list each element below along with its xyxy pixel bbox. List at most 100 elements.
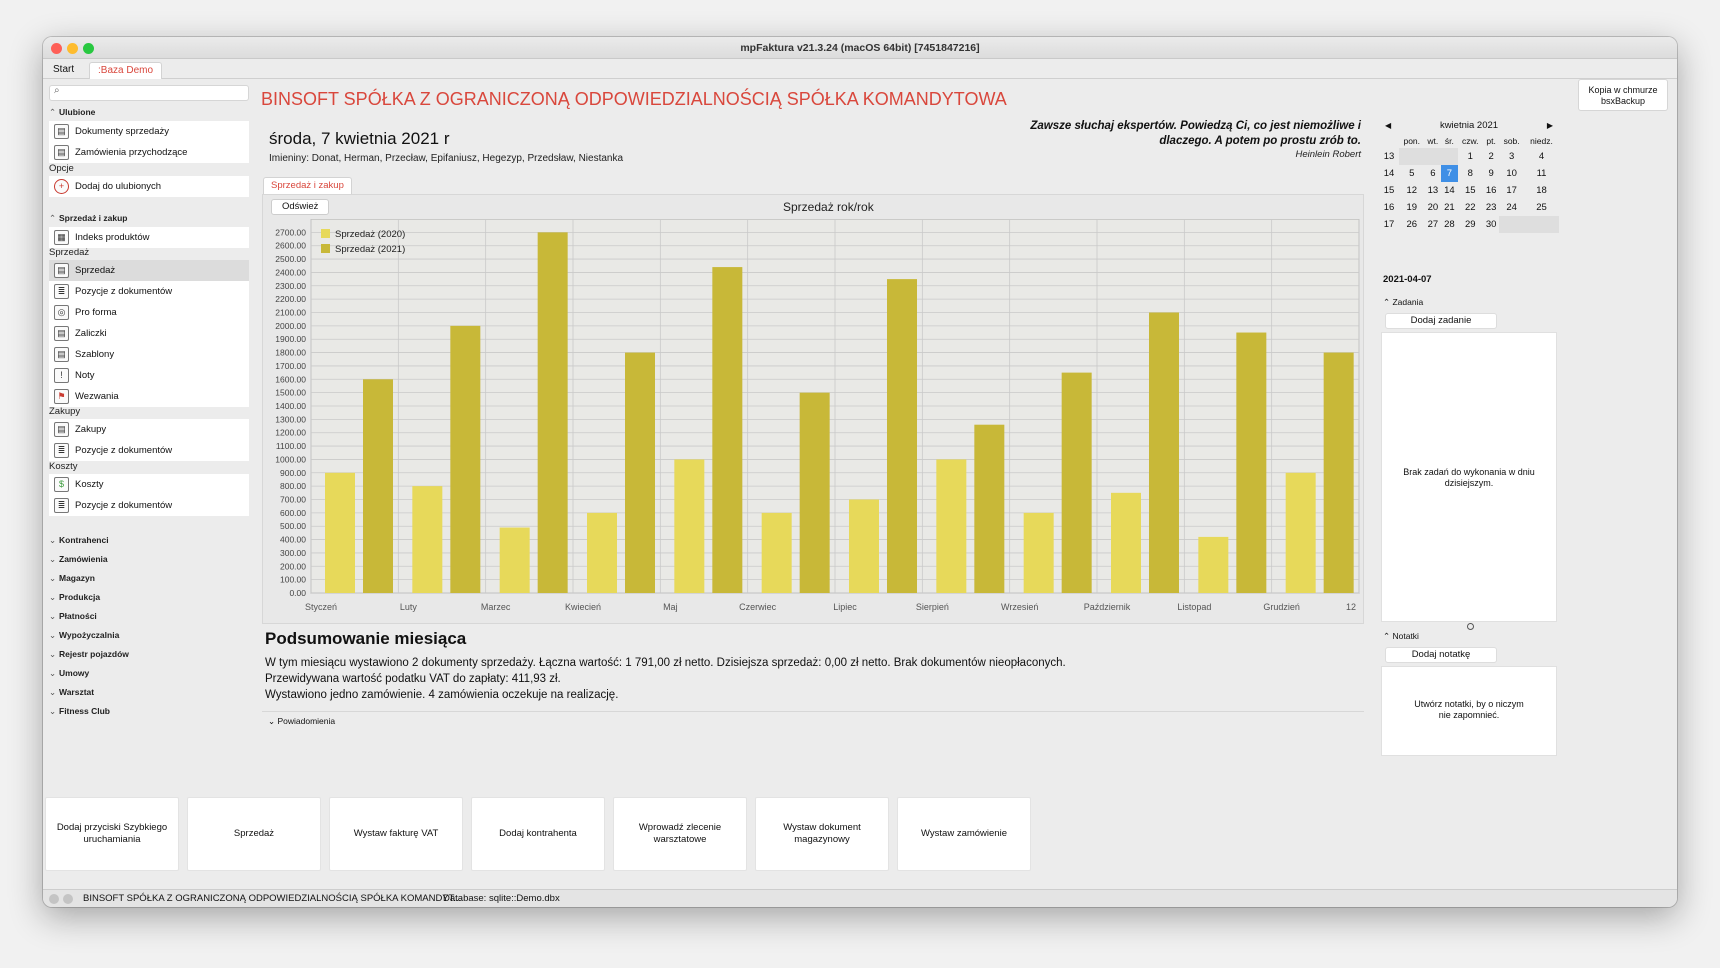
section-produkcja[interactable]: ⌄ Produkcja [49,592,101,602]
bar-2020 [325,472,355,593]
zoom-window-button[interactable] [83,43,94,54]
calendar-year[interactable]: 2021 [1476,120,1499,131]
calendar-day[interactable]: 26 [1406,219,1418,230]
bar-2021 [1149,312,1179,593]
sidebar-item-pozycje-koszty[interactable]: ≣ Pozycje z dokumentów [49,495,249,516]
calendar-month[interactable]: kwietnia [1439,120,1475,131]
section-zamowienia[interactable]: ⌄ Zamówienia [49,554,108,564]
sidebar-item-zakupy[interactable]: ▤ Zakupy [49,419,249,440]
summons-icon: ⚑ [54,389,69,404]
quick-add-buttons[interactable]: Dodaj przyciski Szybkiego uruchamiania [45,797,179,871]
sidebar-item-pozycje-zakupy[interactable]: ≣ Pozycje z dokumentów [49,440,249,461]
quote-author: Heinlein Robert [1295,149,1361,160]
y-tick-label: 200.00 [280,561,306,571]
calendar-day[interactable]: 21 [1444,202,1455,213]
quick-sprzedaz[interactable]: Sprzedaż [187,797,321,871]
y-tick-label: 1700.00 [275,361,306,371]
calendar-day[interactable]: 11 [1536,168,1547,179]
search-input[interactable]: ⌕ [49,85,249,101]
quick-wystaw-zamowienie[interactable]: Wystaw zamówienie [897,797,1031,871]
calendar-day[interactable]: 15 [1464,185,1476,196]
sidebar-item-noty[interactable]: ! Noty [49,365,249,386]
sidebar-item-wezwania[interactable]: ⚑ Wezwania [49,386,249,407]
add-favorite-button[interactable]: + Dodaj do ulubionych [49,176,249,197]
section-magazyn[interactable]: ⌄ Magazyn [49,573,95,583]
section-warsztat[interactable]: ⌄ Warsztat [49,687,95,697]
sidebar-item-szablony[interactable]: ▤ Szablony [49,344,249,365]
next-month-button[interactable]: ▶ [1546,121,1553,130]
calendar-day[interactable]: 24 [1506,202,1517,213]
cloud-backup-button[interactable]: Kopia w chmurze bsxBackup [1578,79,1668,111]
splitter-handle[interactable] [1467,623,1474,630]
weekday-label: śr. [1444,136,1454,146]
calendar-day[interactable]: 30 [1485,219,1497,230]
calendar-day[interactable]: 19 [1406,202,1418,213]
section-umowy[interactable]: ⌄ Umowy [49,668,90,678]
chevron-icon: ⌄ [49,611,57,621]
calendar-grid: pon. wt. śr. czw. pt. sob. niedz. 13 1 2 3 4 14 5 6 7 8 9… [1379,134,1559,233]
bar-2020 [849,499,879,593]
tasks-section[interactable]: ⌃ Zadania [1383,297,1424,307]
section-wypozyczalnia[interactable]: ⌄ Wypożyczalnia [49,630,120,640]
calendar-day[interactable]: 6 [1430,168,1436,179]
sidebar-item-dokumenty-sprzedazy[interactable]: ▤ Dokumenty sprzedaży [49,121,249,142]
sidebar-item-zamowienia-przychodzace[interactable]: ▤ Zamówienia przychodzące [49,142,249,163]
notifications-section[interactable]: ⌄ Powiadomienia [262,711,1364,729]
calendar-day[interactable]: 25 [1536,202,1547,213]
calendar-day[interactable]: 17 [1506,185,1517,196]
quick-wystaw-fakture[interactable]: Wystaw fakturę VAT [329,797,463,871]
calendar-day[interactable]: 14 [1444,185,1455,196]
sidebar-item-pro-forma[interactable]: ◎ Pro forma [49,302,249,323]
calendar-day[interactable]: 27 [1427,219,1439,230]
document-icon: ▤ [54,124,69,139]
calendar-day[interactable]: 12 [1406,185,1418,196]
calendar-day[interactable]: 18 [1536,185,1547,196]
calendar-day[interactable]: 1 [1467,151,1473,162]
calendar-day[interactable]: 2 [1488,151,1494,162]
y-tick-label: 2200.00 [275,294,306,304]
calendar-day[interactable]: 29 [1464,219,1476,230]
tab-sprzedaz-zakup[interactable]: Sprzedaż i zakup [263,177,352,194]
sidebar-item-pozycje-sprzedaz[interactable]: ≣ Pozycje z dokumentów [49,281,249,302]
calendar-day[interactable]: 7 [1441,165,1458,182]
sidebar-item-koszty[interactable]: $ Koszty [49,474,249,495]
section-fitness-club[interactable]: ⌄ Fitness Club [49,706,111,716]
calendar-day[interactable]: 9 [1488,168,1494,179]
sidebar-item-sprzedaz[interactable]: ▤ Sprzedaż [49,260,249,281]
section-kontrahenci[interactable]: ⌄ Kontrahenci [49,535,109,545]
section-ulubione[interactable]: ⌃ Ulubione [49,107,96,117]
prev-month-button[interactable]: ◀ [1385,121,1392,130]
calendar-day [1524,216,1559,233]
calendar-day[interactable]: 28 [1444,219,1455,230]
refresh-button[interactable]: Odśwież [271,199,330,215]
calendar-day[interactable]: 23 [1485,202,1497,213]
close-window-button[interactable] [51,43,62,54]
calendar-day[interactable]: 5 [1409,168,1415,179]
tab-start[interactable]: Start [53,64,75,75]
calendar-day[interactable]: 8 [1467,168,1473,179]
tab-baza-demo[interactable]: :Baza Demo [89,62,163,79]
notes-section[interactable]: ⌃ Notatki [1383,631,1419,641]
calendar-day[interactable]: 20 [1427,202,1439,213]
sidebar-item-indeks-produktow[interactable]: ▦ Indeks produktów [49,227,249,248]
section-platnosci[interactable]: ⌄ Płatności [49,611,97,621]
summary-title: Podsumowanie miesiąca [265,629,467,648]
section-rejestr-pojazdow[interactable]: ⌄ Rejestr pojazdów [49,649,129,659]
quick-dokument-magazynowy[interactable]: Wystaw dokument magazynowy [755,797,889,871]
calendar-day[interactable]: 10 [1506,168,1517,179]
calendar-day[interactable]: 13 [1427,185,1439,196]
add-note-button[interactable]: Dodaj notatkę [1385,647,1497,663]
status-dot-icon [63,894,73,904]
calendar-day[interactable]: 3 [1508,151,1515,162]
section-sprzedaz-zakup[interactable]: ⌃ Sprzedaż i zakup [49,213,128,223]
calendar-day[interactable]: 4 [1538,151,1545,162]
calendar-day[interactable]: 16 [1485,185,1497,196]
document-list-icon: ≣ [54,498,69,513]
calendar-day[interactable]: 22 [1464,202,1476,213]
x-tick-label: Luty [400,602,418,612]
minimize-window-button[interactable] [67,43,78,54]
quick-zlecenie-warsztatowe[interactable]: Wprowadź zlecenie warsztatowe [613,797,747,871]
sidebar-item-zaliczki[interactable]: ▤ Zaliczki [49,323,249,344]
add-task-button[interactable]: Dodaj zadanie [1385,313,1497,329]
quick-dodaj-kontrahenta[interactable]: Dodaj kontrahenta [471,797,605,871]
